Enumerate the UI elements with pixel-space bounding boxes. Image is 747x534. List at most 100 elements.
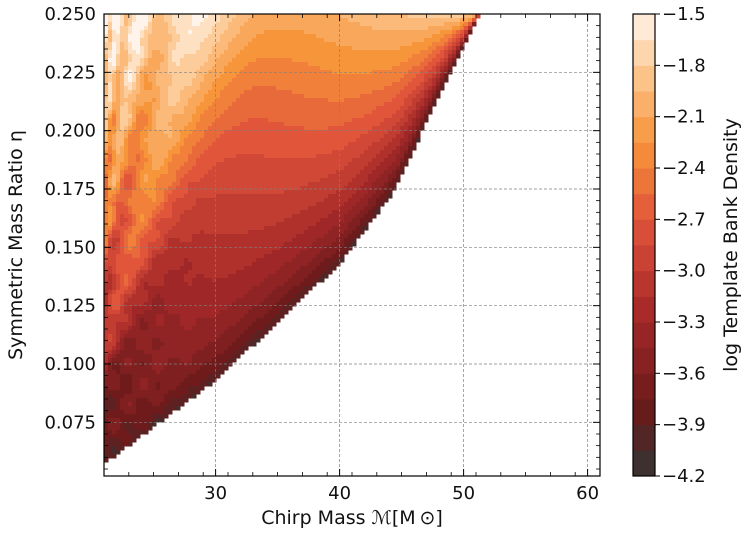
contour-cell [240, 226, 245, 231]
contour-cell [104, 314, 109, 319]
contour-cell [128, 66, 133, 71]
contour-cell [168, 290, 173, 295]
contour-cell [116, 266, 121, 271]
contour-cell [160, 50, 165, 55]
contour-cell [120, 38, 125, 43]
contour-cell [208, 338, 213, 343]
contour-cell [192, 290, 197, 295]
contour-cell [184, 290, 189, 295]
contour-cell [292, 122, 297, 127]
contour-cell [108, 34, 113, 39]
contour-cell [128, 198, 133, 203]
contour-cell [212, 270, 217, 275]
contour-cell [244, 62, 249, 67]
contour-cell [240, 250, 245, 255]
contour-cell [276, 186, 281, 191]
contour-cell [156, 90, 161, 95]
contour-cell [316, 22, 321, 27]
contour-cell [256, 334, 261, 339]
contour-cell [288, 230, 293, 235]
contour-cell [192, 18, 197, 23]
contour-cell [184, 310, 189, 315]
contour-cell [148, 382, 153, 387]
contour-cell [152, 206, 157, 211]
contour-cell [304, 266, 309, 271]
contour-cell [168, 54, 173, 59]
contour-cell [316, 278, 321, 283]
contour-cell [264, 322, 269, 327]
contour-cell [316, 242, 321, 247]
contour-cell [104, 34, 109, 39]
contour-cell [172, 86, 177, 91]
contour-cell [236, 62, 241, 67]
contour-cell [224, 82, 229, 87]
contour-cell [316, 206, 321, 211]
contour-cell [208, 334, 213, 339]
contour-cell [252, 306, 257, 311]
contour-cell [204, 238, 209, 243]
contour-cell [180, 334, 185, 339]
contour-cell [220, 258, 225, 263]
contour-cell [284, 174, 289, 179]
contour-cell [268, 202, 273, 207]
contour-cell [264, 226, 269, 231]
contour-cell [192, 142, 197, 147]
contour-cell [268, 186, 273, 191]
contour-cell [192, 366, 197, 371]
contour-cell [300, 294, 305, 299]
contour-cell [148, 106, 153, 111]
contour-cell [116, 342, 121, 347]
contour-cell [116, 270, 121, 275]
contour-cell [248, 250, 253, 255]
contour-cell [200, 270, 205, 275]
contour-cell [168, 326, 173, 331]
contour-cell [240, 170, 245, 175]
contour-cell [184, 42, 189, 47]
contour-cell [180, 322, 185, 327]
contour-cell [152, 186, 157, 191]
contour-cell [104, 278, 109, 283]
contour-cell [160, 150, 165, 155]
contour-cell [216, 238, 221, 243]
contour-cell [140, 30, 145, 35]
contour-cell [124, 254, 129, 259]
contour-cell [248, 310, 253, 315]
contour-cell [252, 134, 257, 139]
contour-cell [140, 234, 145, 239]
contour-cell [192, 234, 197, 239]
contour-cell [108, 82, 113, 87]
contour-cell [148, 278, 153, 283]
contour-cell [124, 82, 129, 87]
contour-cell [312, 46, 317, 51]
contour-cell [136, 430, 141, 435]
contour-cell [124, 242, 129, 247]
contour-cell [120, 114, 125, 119]
contour-cell [116, 150, 121, 155]
contour-cell [192, 250, 197, 255]
contour-cell [296, 130, 301, 135]
contour-cell [284, 142, 289, 147]
contour-cell [180, 366, 185, 371]
contour-cell [144, 274, 149, 279]
contour-cell [112, 98, 117, 103]
contour-cell [160, 298, 165, 303]
contour-cell [256, 102, 261, 107]
contour-cell [136, 370, 141, 375]
contour-cell [228, 318, 233, 323]
contour-cell [156, 342, 161, 347]
contour-cell [244, 34, 249, 39]
contour-cell [128, 226, 133, 231]
contour-cell [164, 298, 169, 303]
contour-cell [192, 274, 197, 279]
contour-cell [304, 154, 309, 159]
contour-cell [104, 366, 109, 371]
contour-cell [132, 390, 137, 395]
contour-cell [260, 282, 265, 287]
contour-cell [216, 330, 221, 335]
contour-cell [144, 38, 149, 43]
contour-cell [208, 154, 213, 159]
contour-cell [120, 166, 125, 171]
contour-cell [176, 154, 181, 159]
contour-cell [188, 90, 193, 95]
contour-cell [256, 114, 261, 119]
